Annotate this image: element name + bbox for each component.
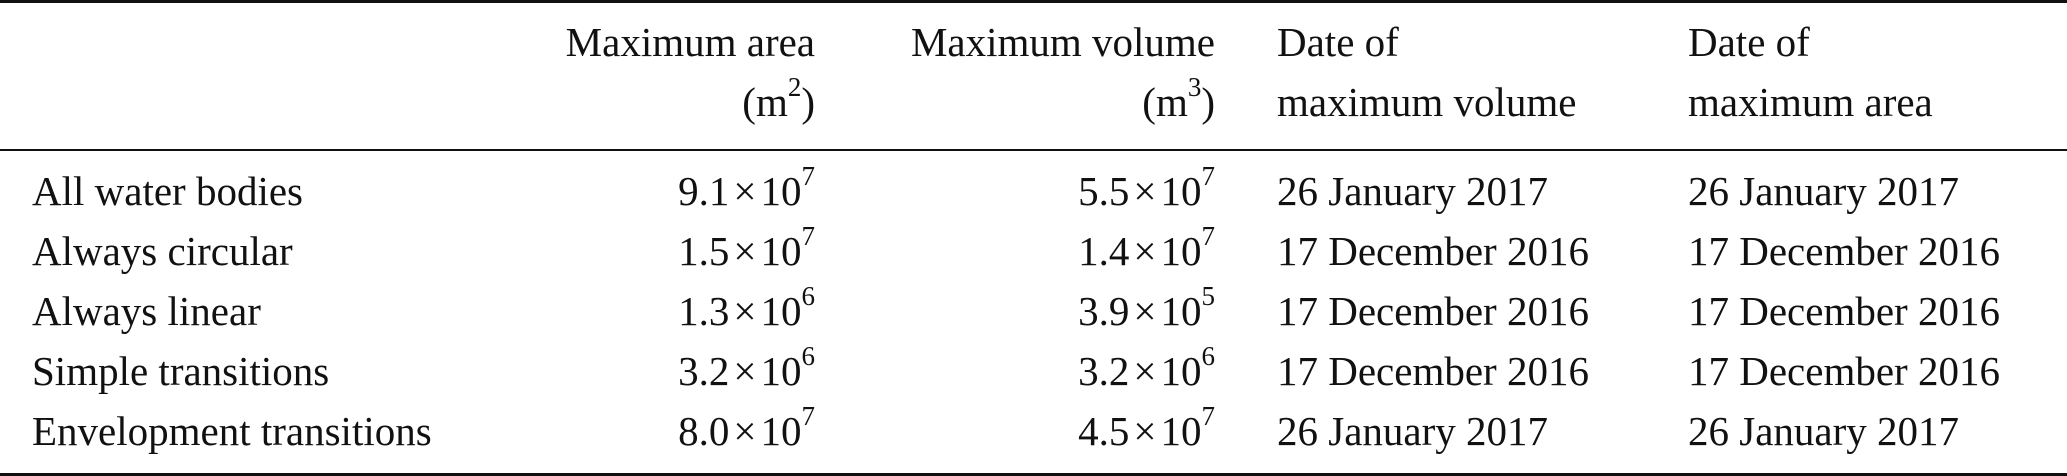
row-label: Always circular <box>32 228 293 274</box>
unit-suffix: ) <box>1201 79 1215 125</box>
base: 10 <box>760 228 802 274</box>
base: 10 <box>760 408 802 454</box>
mantissa: 1.4 <box>1078 228 1130 274</box>
date-volume-value: 17 December 2016 <box>1277 228 1589 274</box>
volume-value: 3.2×106 <box>860 343 1215 395</box>
unit-suffix: ) <box>801 79 815 125</box>
exponent: 6 <box>1201 341 1216 372</box>
volume-value: 1.4×107 <box>860 223 1215 275</box>
date-area-value: 17 December 2016 <box>1688 348 2000 394</box>
mantissa: 3.2 <box>678 348 730 394</box>
exponent: 6 <box>801 281 816 312</box>
times-sign: × <box>1133 228 1157 274</box>
date-area-value: 26 January 2017 <box>1688 408 1960 454</box>
exponent: 7 <box>1201 401 1216 432</box>
times-sign: × <box>733 348 757 394</box>
header-date-area-line1: Date of <box>1688 19 1810 65</box>
mantissa: 1.5 <box>678 228 730 274</box>
base: 10 <box>760 288 802 334</box>
date-volume-value: 17 December 2016 <box>1277 348 1589 394</box>
volume-value: 4.5×107 <box>860 403 1215 455</box>
area-value: 1.3×106 <box>500 283 815 335</box>
exponent: 7 <box>801 161 816 192</box>
volume-value: 5.5×107 <box>860 163 1215 215</box>
row-label: Envelopment transitions <box>32 408 432 454</box>
date-area-value: 26 January 2017 <box>1688 168 1960 214</box>
exponent: 5 <box>1201 281 1216 312</box>
exponent: 6 <box>801 341 816 372</box>
times-sign: × <box>1133 288 1157 334</box>
header-date-volume-line1: Date of <box>1277 19 1399 65</box>
base: 10 <box>1160 408 1202 454</box>
times-sign: × <box>1133 348 1157 394</box>
base: 10 <box>760 348 802 394</box>
mantissa: 8.0 <box>678 408 730 454</box>
mantissa: 3.2 <box>1078 348 1130 394</box>
area-value: 8.0×107 <box>500 403 815 455</box>
date-volume-value: 26 January 2017 <box>1277 408 1549 454</box>
mantissa: 5.5 <box>1078 168 1130 214</box>
header-max-area-unit: (m2) <box>500 74 815 126</box>
unit-exponent: 3 <box>1187 72 1202 103</box>
exponent: 7 <box>801 221 816 252</box>
times-sign: × <box>733 288 757 334</box>
header-max-volume-unit: (m3) <box>860 74 1215 126</box>
mantissa: 4.5 <box>1078 408 1130 454</box>
exponent: 7 <box>1201 221 1216 252</box>
unit-prefix: (m <box>1142 79 1188 125</box>
unit-prefix: (m <box>742 79 788 125</box>
top-rule <box>0 0 2067 3</box>
times-sign: × <box>1133 168 1157 214</box>
base: 10 <box>1160 348 1202 394</box>
date-volume-value: 26 January 2017 <box>1277 168 1549 214</box>
header-max-volume-line1: Maximum volume <box>910 19 1215 65</box>
times-sign: × <box>733 168 757 214</box>
area-value: 9.1×107 <box>500 163 815 215</box>
area-value: 1.5×107 <box>500 223 815 275</box>
volume-value: 3.9×105 <box>860 283 1215 335</box>
row-label: All water bodies <box>32 168 303 214</box>
exponent: 7 <box>801 401 816 432</box>
row-label: Always linear <box>32 288 261 334</box>
header-date-volume-line2: maximum volume <box>1277 79 1577 125</box>
date-volume-value: 17 December 2016 <box>1277 288 1589 334</box>
header-date-area-line2: maximum area <box>1688 79 1933 125</box>
mantissa: 1.3 <box>678 288 730 334</box>
base: 10 <box>1160 228 1202 274</box>
unit-exponent: 2 <box>787 72 802 103</box>
times-sign: × <box>733 408 757 454</box>
mantissa: 9.1 <box>678 168 730 214</box>
date-area-value: 17 December 2016 <box>1688 288 2000 334</box>
mantissa: 3.9 <box>1078 288 1130 334</box>
bottom-rule <box>0 473 2067 476</box>
base: 10 <box>760 168 802 214</box>
header-max-area-line1: Maximum area <box>565 19 815 65</box>
area-value: 3.2×106 <box>500 343 815 395</box>
base: 10 <box>1160 168 1202 214</box>
base: 10 <box>1160 288 1202 334</box>
times-sign: × <box>733 228 757 274</box>
times-sign: × <box>1133 408 1157 454</box>
date-area-value: 17 December 2016 <box>1688 228 2000 274</box>
header-rule <box>0 149 2067 151</box>
exponent: 7 <box>1201 161 1216 192</box>
row-label: Simple transitions <box>32 348 330 394</box>
